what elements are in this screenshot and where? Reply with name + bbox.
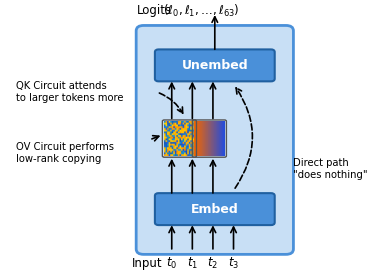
Text: $t_3$: $t_3$ bbox=[228, 256, 239, 271]
Text: Unembed: Unembed bbox=[181, 59, 248, 72]
Text: Input: Input bbox=[132, 257, 163, 270]
Text: $t_1$: $t_1$ bbox=[187, 256, 198, 271]
Text: QK Circuit attends
to larger tokens more: QK Circuit attends to larger tokens more bbox=[16, 81, 124, 103]
FancyBboxPatch shape bbox=[155, 193, 275, 225]
FancyBboxPatch shape bbox=[136, 25, 293, 254]
Text: $t_2$: $t_2$ bbox=[207, 256, 218, 271]
FancyBboxPatch shape bbox=[155, 49, 275, 81]
Text: Embed: Embed bbox=[191, 202, 239, 216]
Text: $t_0$: $t_0$ bbox=[166, 256, 177, 271]
Text: Logits: Logits bbox=[137, 4, 172, 17]
Text: $(\ell_0, \ell_1, \ldots, \ell_{63})$: $(\ell_0, \ell_1, \ldots, \ell_{63})$ bbox=[163, 3, 240, 19]
Text: Direct path
"does nothing": Direct path "does nothing" bbox=[293, 158, 368, 180]
Text: OV Circuit performs
low-rank copying: OV Circuit performs low-rank copying bbox=[16, 142, 114, 164]
